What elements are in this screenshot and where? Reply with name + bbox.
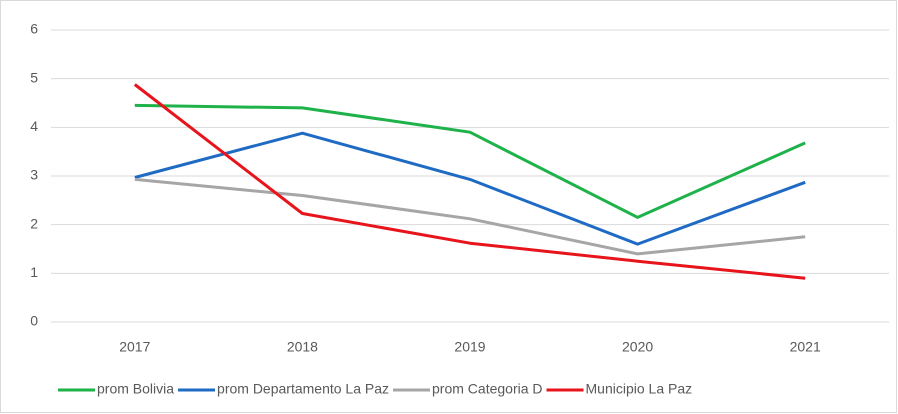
- y-tick-label: 5: [30, 69, 38, 85]
- legend-label: Municipio La Paz: [586, 381, 693, 397]
- y-tick-label: 6: [30, 21, 38, 37]
- series-line: [134, 103, 806, 219]
- series-line: [134, 131, 806, 246]
- x-tick-label: 2020: [622, 339, 653, 355]
- y-tick-label: 4: [30, 118, 38, 134]
- x-tick-label: 2018: [287, 339, 318, 355]
- x-tick-label: 2019: [454, 339, 485, 355]
- legend-label: prom Departamento La Paz: [217, 381, 389, 397]
- x-tick-label: 2017: [119, 339, 150, 355]
- series-line: [133, 83, 806, 280]
- y-tick-label: 2: [30, 215, 38, 231]
- y-tick-label: 0: [30, 313, 38, 329]
- y-tick-label: 3: [30, 167, 38, 183]
- x-tick-label: 2021: [790, 339, 821, 355]
- y-tick-label: 1: [30, 264, 38, 280]
- series-line: [134, 177, 806, 256]
- legend-label: prom Bolivia: [97, 381, 174, 397]
- legend-label: prom Categoria D: [432, 381, 543, 397]
